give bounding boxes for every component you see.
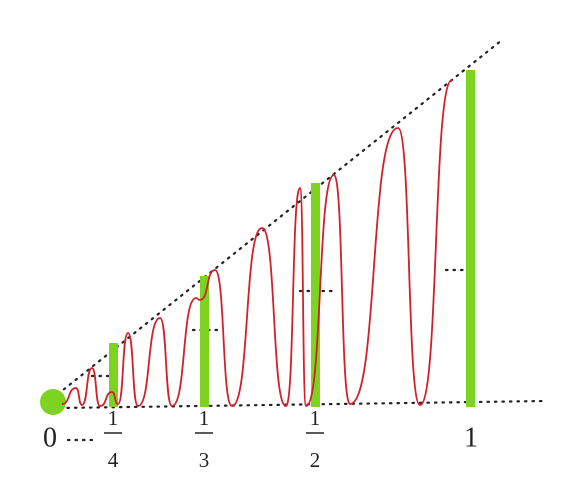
denominator: 2 [310,448,321,472]
label: 1 [464,422,478,453]
numerator: 1 [310,406,321,430]
numerator: 1 [108,406,119,430]
upper-guide [56,38,504,396]
lower-guide [58,399,547,410]
bars [109,70,475,407]
bar [466,70,475,407]
numerator: 1 [199,406,210,430]
oscillating-curve [61,79,453,407]
denominator: 3 [199,448,210,472]
label: 0 [43,422,57,453]
origin-dot [40,389,66,415]
bar [109,343,118,407]
fraction: 1 3 [195,406,213,472]
denominator: 4 [108,448,119,472]
fraction: 1 2 [306,406,324,472]
fraction: 1 4 [104,406,122,472]
bar [311,183,320,407]
bar [200,276,209,407]
